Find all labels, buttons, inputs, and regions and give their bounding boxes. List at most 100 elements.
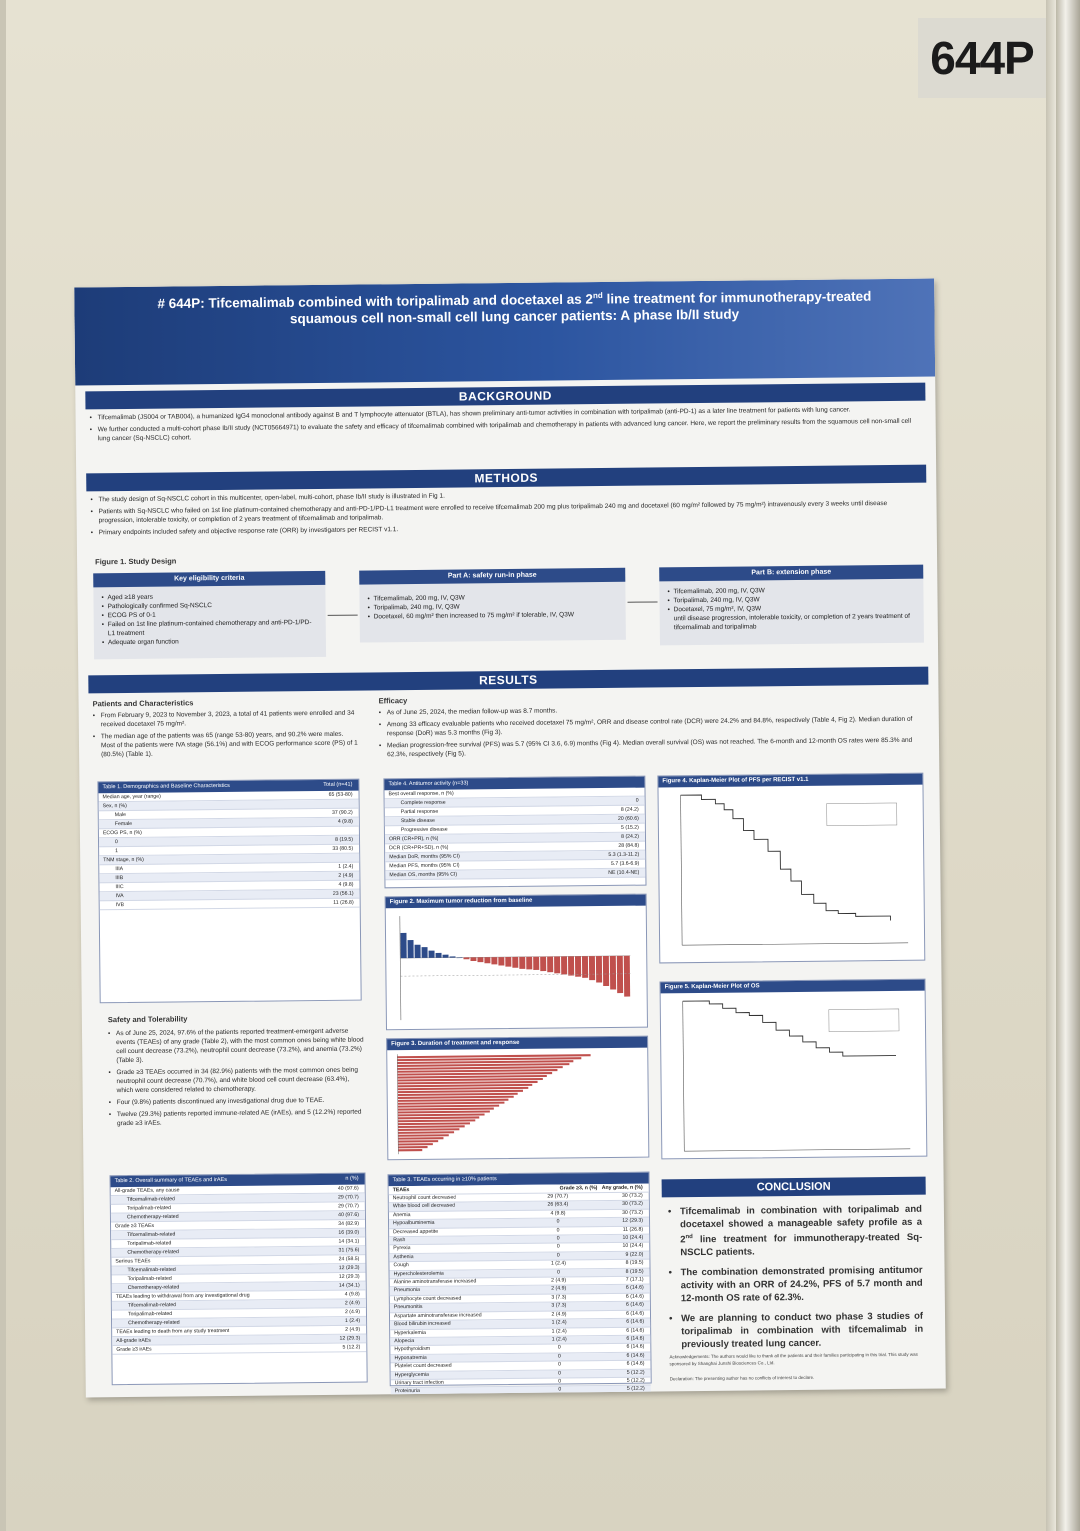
table3-row-values: 0 6 (14.6) xyxy=(524,1344,645,1353)
table3-row-label: Aspartate aminotransferase increased xyxy=(393,1312,482,1319)
table1-row-label: IIIB xyxy=(115,875,124,882)
table3-row-label: Urinary tract infection xyxy=(394,1379,444,1387)
board-frame-left xyxy=(0,0,6,1531)
table3-row-values: 0 6 (14.6) xyxy=(524,1361,645,1370)
table2-row-label: Chemotherapy-related xyxy=(127,1249,179,1256)
poster-header: # 644P: Tifcemalimab combined with torip… xyxy=(74,278,936,386)
table4-row-value: 20 (60.6) xyxy=(618,815,639,822)
table2-row-value: 16 (39.0) xyxy=(338,1229,360,1236)
conclusion-bullet-2: The combination demonstrated promising a… xyxy=(668,1264,923,1306)
table3-row-anygrade: 6 (14.6) xyxy=(626,1335,645,1342)
waterfall-y-axis xyxy=(399,916,402,1021)
table1-row-value: 4 (9.8) xyxy=(337,818,353,825)
table3-row-anygrade: 11 (26.8) xyxy=(622,1226,644,1233)
waterfall-bar xyxy=(540,956,547,972)
table1-row-label: Median age, year (range) xyxy=(102,793,161,801)
waterfall-pr-threshold xyxy=(400,973,631,977)
table4-row-label: Complete response xyxy=(400,799,446,807)
swimmer-bar xyxy=(397,1092,518,1097)
table3-row-values: 1 (2.4) 6 (14.6) xyxy=(524,1319,645,1328)
table3-row-values: 0 10 (24.4) xyxy=(523,1243,644,1252)
pfs-x-axis xyxy=(682,942,909,946)
table3-row-label: Decreased appetite xyxy=(393,1228,439,1235)
patients-heading: Patients and Characteristics xyxy=(92,698,194,709)
os-y-axis xyxy=(682,1001,685,1152)
os-km-plot xyxy=(682,1000,911,1152)
table3-row-grade3: 4 (9.8) xyxy=(550,1210,566,1217)
table1-caption: Table 1. Demographics and Baseline Chara… xyxy=(102,782,230,791)
part-b-box: Part B: extension phase Tifcemalimab, 20… xyxy=(659,564,924,646)
table1-row-value: 8 (19.5) xyxy=(335,836,354,843)
table3-row-values: 2 (4.9) 6 (14.6) xyxy=(524,1285,644,1294)
conclusion-b1-post: line treatment for immunotherapy-treated… xyxy=(680,1231,923,1259)
eligibility-item: Adequate organ function xyxy=(102,636,318,647)
swimmer-bar xyxy=(397,1054,591,1059)
waterfall-chart xyxy=(399,916,631,1021)
table3-row-anygrade: 12 (29.3) xyxy=(622,1217,644,1225)
table3-col-teaes: TEAEs xyxy=(392,1187,410,1194)
figure4-pfs: Figure 4. Kaplan-Meier Plot of PFS per R… xyxy=(657,772,926,964)
table3-row-grade3: 0 xyxy=(556,1243,560,1250)
table3-row-grade3: 0 xyxy=(556,1218,560,1225)
table1-row-label: 1 xyxy=(115,848,119,855)
board-frame-right xyxy=(1056,0,1080,1531)
swimmer-bar xyxy=(397,1060,574,1065)
table3-col1: Grade ≥3, n (%) xyxy=(559,1185,598,1192)
table4-row-value: 5 (15.2) xyxy=(620,824,639,831)
table3-row-label: Hypoalbuminemia xyxy=(392,1220,435,1227)
waterfall-bar xyxy=(568,956,575,976)
waterfall-bar xyxy=(414,944,421,959)
table3-row-anygrade: 6 (14.6) xyxy=(625,1301,644,1309)
swimmer-bar xyxy=(397,1119,476,1123)
swimmer-bar xyxy=(398,1131,455,1134)
table3-row-anygrade: 6 (14.6) xyxy=(625,1293,644,1300)
waterfall-bar xyxy=(435,952,442,958)
swimmer-bar xyxy=(397,1069,558,1073)
table2-row-label: Tifcemalimab-related xyxy=(127,1231,176,1238)
conclusion-b1-sup: nd xyxy=(685,1234,693,1241)
part-b-list: Tifcemalimab, 200 mg, IV, Q3W Toripalima… xyxy=(659,579,924,639)
safety-heading: Safety and Tolerability xyxy=(107,1014,188,1025)
table3-row-values: 1 (2.4) 8 (19.5) xyxy=(523,1260,644,1269)
waterfall-bar xyxy=(512,956,519,968)
table4-row-label: Best overall response, n (%) xyxy=(388,790,454,798)
waterfall-bar xyxy=(477,957,484,963)
poster-title: # 644P: Tifcemalimab combined with torip… xyxy=(114,285,914,329)
table1-row-label: Female xyxy=(114,820,133,828)
table3-row-values: 0 8 (19.5) xyxy=(524,1268,644,1277)
design-arrow xyxy=(627,601,658,603)
table4-row-label: Median OS, months (95% CI) xyxy=(389,871,458,879)
table2-row-label: TEAEs leading to death from any study tr… xyxy=(116,1328,230,1336)
table4-row-label: DCR (CR+PR+SD), n (%) xyxy=(389,844,449,852)
table3-col-headers: Grade ≥3, n (%) Any grade, n (%) xyxy=(560,1184,643,1193)
table4-caption: Table 4. Antitumor activity (n=33) xyxy=(388,780,469,788)
os-legend-box xyxy=(828,1008,900,1032)
table3-row-grade3: 0 xyxy=(558,1378,562,1385)
table2-row-label: Chemotherapy-related xyxy=(128,1319,180,1327)
table3-row-values: 0 5 (12.2) xyxy=(525,1378,645,1387)
table1-row-value: 65 (53-80) xyxy=(328,791,353,798)
safety-text: As of June 25, 2024, 97.6% of the patien… xyxy=(108,1027,365,1132)
table3-row-grade3: 0 xyxy=(557,1269,561,1276)
waterfall-bar xyxy=(533,956,540,970)
table3-row-grade3: 0 xyxy=(558,1361,561,1368)
waterfall-bar xyxy=(581,956,589,978)
table2-row-label: Grade ≥3 irAEs xyxy=(116,1346,152,1353)
figure5-os: Figure 5. Kaplan-Meier Plot of OS xyxy=(659,978,928,1160)
table3: Table 3. TEAEs occurring in ≥10% patient… xyxy=(387,1171,652,1398)
table2-row-label: Toripalimab-related xyxy=(126,1205,172,1212)
table3-row-anygrade: 6 (14.6) xyxy=(625,1285,644,1292)
table3-row-label: Hyponatremia xyxy=(394,1354,427,1361)
waterfall-bar xyxy=(602,955,610,987)
table3-row-anygrade: 6 (14.6) xyxy=(626,1310,645,1317)
table2-row-value: 2 (4.9) xyxy=(344,1300,360,1307)
declaration: Declaration: The presenting author has n… xyxy=(669,1374,815,1382)
safety-bullet: Twelve (29.3%) patients reported immune-… xyxy=(109,1108,365,1129)
table2-row-value: 12 (29.3) xyxy=(338,1273,360,1280)
table3-row-grade3: 29 (70.7) xyxy=(547,1193,569,1200)
table4-row-value: 8 (24.2) xyxy=(621,833,640,840)
waterfall-bar xyxy=(491,957,498,965)
table1: Table 1. Demographics and Baseline Chara… xyxy=(97,778,362,1004)
table3-row-anygrade: 9 (22.0) xyxy=(625,1251,644,1258)
table3-row-anygrade: 6 (14.6) xyxy=(626,1327,645,1334)
